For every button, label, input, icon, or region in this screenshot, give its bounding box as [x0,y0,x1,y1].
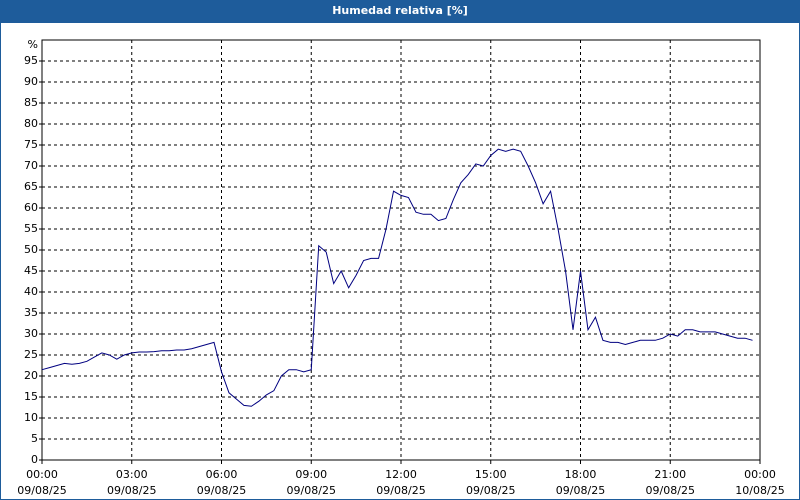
x-tick-label: 12:00 [385,468,417,481]
y-tick-label: 65 [24,180,38,193]
y-tick-label: 85 [24,96,38,109]
x-tick-date: 10/08/25 [735,484,784,497]
y-tick-label: 45 [24,264,38,277]
title-bar [0,0,800,22]
x-tick-label: 06:00 [206,468,238,481]
x-tick-date: 09/08/25 [646,484,695,497]
y-tick-label: 0 [31,453,38,466]
y-tick-label: 25 [24,348,38,361]
x-tick-date: 09/08/25 [556,484,605,497]
data-line [41,148,753,407]
chart-title: Humedad relativa [%] [332,4,468,17]
y-tick-label: 60 [24,201,38,214]
y-unit: % [28,38,38,51]
x-tick-date: 09/08/25 [197,484,246,497]
x-tick-label: 15:00 [475,468,507,481]
x-tick-date: 09/08/25 [466,484,515,497]
y-tick-label: 80 [24,117,38,130]
x-tick-label: 03:00 [116,468,148,481]
x-tick-date: 09/08/25 [287,484,336,497]
x-tick-label: 00:00 [26,468,58,481]
y-tick-label: 50 [24,243,38,256]
x-tick-label: 18:00 [565,468,597,481]
y-tick-label: 5 [31,432,38,445]
y-tick-label: 10 [24,411,38,424]
x-tick-label: 00:00 [744,468,776,481]
x-tick-label: 09:00 [295,468,327,481]
y-tick-label: 95 [24,54,38,67]
x-tick-date: 09/08/25 [17,484,66,497]
x-tick-date: 09/08/25 [107,484,156,497]
y-tick-label: 20 [24,369,38,382]
x-tick-label: 21:00 [654,468,686,481]
y-tick-label: 35 [24,306,38,319]
x-tick-date: 09/08/25 [376,484,425,497]
y-tick-label: 90 [24,75,38,88]
y-tick-label: 40 [24,285,38,298]
y-tick-label: 15 [24,390,38,403]
y-tick-label: 30 [24,327,38,340]
y-tick-label: 75 [24,138,38,151]
y-tick-label: 55 [24,222,38,235]
y-tick-label: 70 [24,159,38,172]
